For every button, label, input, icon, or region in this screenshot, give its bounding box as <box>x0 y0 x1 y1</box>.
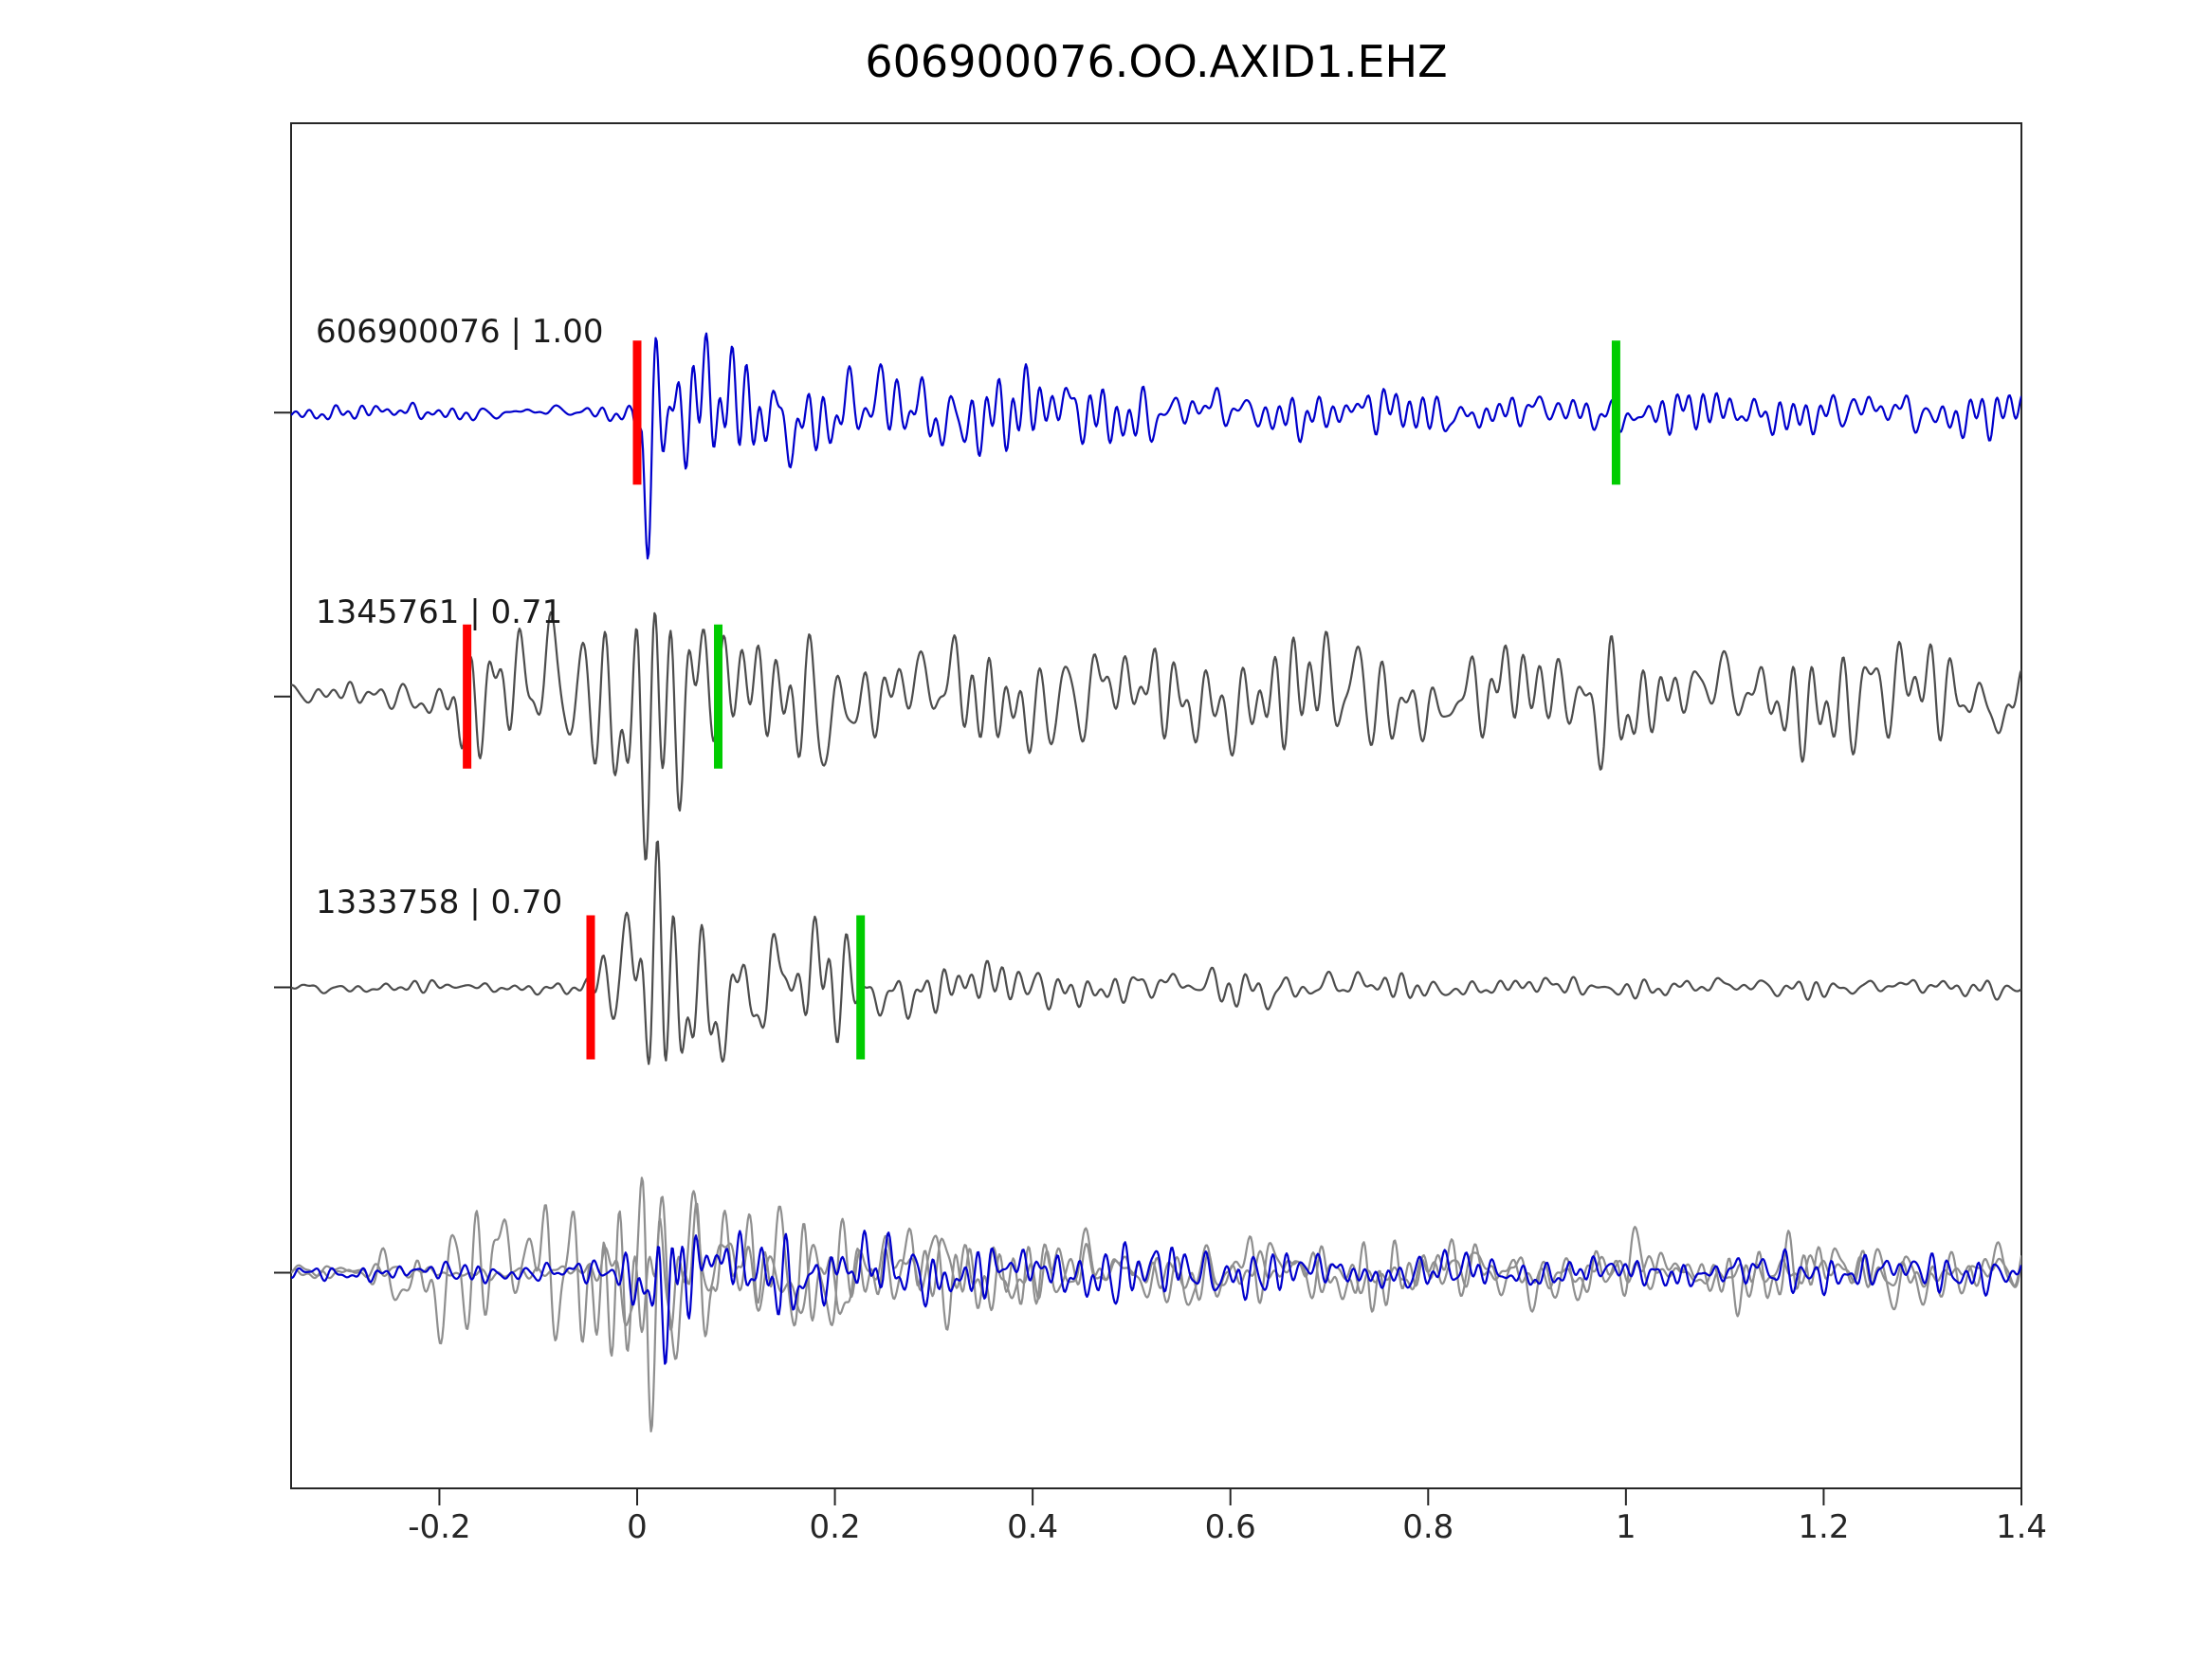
x-tick-label: -0.2 <box>408 1508 470 1546</box>
trace-label-match-1: 1345761 | 0.71 <box>316 593 563 631</box>
x-tick-label: 1.2 <box>1798 1508 1849 1546</box>
waveform-trace-3-1 <box>291 1176 2021 1433</box>
trace-label-match-2: 1333758 | 0.70 <box>316 884 563 921</box>
waveform-trace-0-0 <box>291 332 2021 560</box>
x-tick-label: 0.6 <box>1205 1508 1256 1546</box>
waveform-trace-3-0 <box>291 1190 2021 1358</box>
x-tick-label: 0.8 <box>1402 1508 1453 1546</box>
figure-title: 606900076.OO.AXID1.EHZ <box>865 36 1448 87</box>
x-tick-label: 1.4 <box>1996 1508 2047 1546</box>
waveform-trace-3-2 <box>291 1230 2021 1365</box>
waveform-trace-2-0 <box>291 840 2021 1066</box>
x-tick-label: 0.4 <box>1007 1508 1058 1546</box>
trace-label-reference: 606900076 | 1.00 <box>316 313 604 351</box>
x-tick-label: 1 <box>1616 1508 1636 1546</box>
plot-border <box>290 122 2022 1489</box>
x-tick-label: 0.2 <box>810 1508 861 1546</box>
waveform-trace-1-0 <box>291 611 2021 861</box>
x-tick-label: 0 <box>627 1508 648 1546</box>
